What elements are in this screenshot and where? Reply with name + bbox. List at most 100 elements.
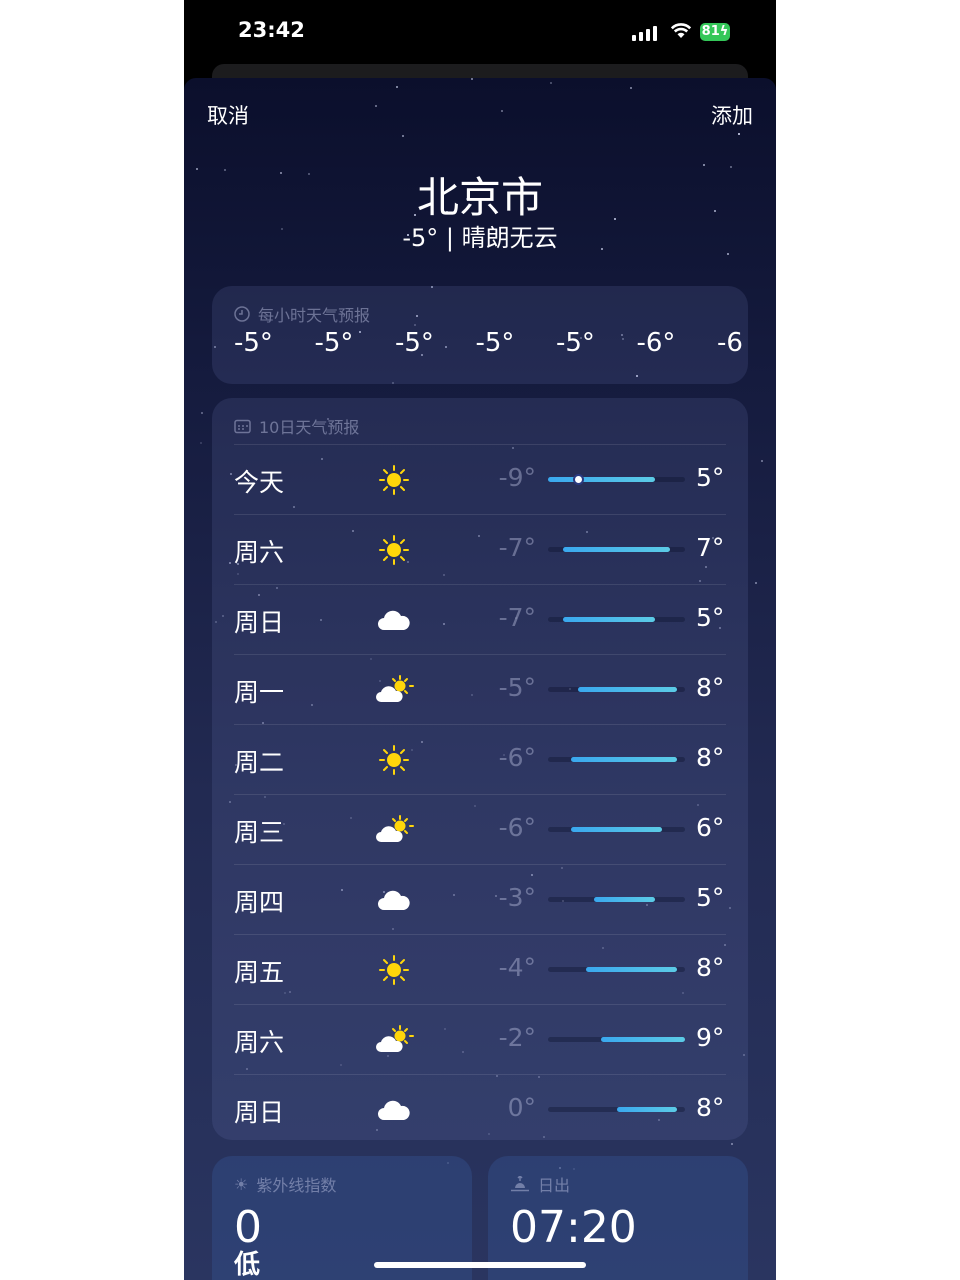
partly-cloudy-icon (374, 812, 414, 848)
star (406, 561, 409, 564)
forecast-row[interactable]: 今天 -9° 5° (234, 444, 726, 515)
star (374, 104, 377, 107)
hourly-forecast-card[interactable]: 每小时天气预报 -5° -5° -5° -5° -5° -6° -6 (212, 286, 748, 384)
wifi-icon (670, 23, 692, 38)
home-indicator[interactable] (374, 1262, 586, 1268)
low-temp: 0° (507, 1093, 536, 1122)
day-label: 周五 (234, 958, 285, 987)
forecast-row[interactable]: 周六 -2° 9° (234, 1004, 726, 1075)
sunrise-title-text: 日出 (538, 1176, 571, 1195)
forecast-row[interactable]: 周六 -7° 7° (234, 514, 726, 585)
high-temp: 8° (696, 1093, 725, 1122)
temp-range-fill (563, 617, 655, 622)
temp-range-fill (578, 687, 678, 692)
star (512, 447, 515, 450)
high-temp: 5° (696, 883, 725, 912)
partly-cloudy-icon (374, 672, 414, 708)
star (431, 286, 434, 289)
star (392, 381, 395, 384)
high-temp: 5° (696, 603, 725, 632)
cancel-button[interactable]: 取消 (207, 104, 249, 128)
temp-range-fill (586, 967, 678, 972)
temp-range-bar (548, 757, 685, 762)
star (237, 573, 240, 576)
ten-day-title: 10日天气预报 (234, 414, 359, 438)
star (495, 1074, 498, 1077)
star (702, 164, 705, 167)
star (585, 531, 588, 534)
uv-index-card[interactable]: ☀ 紫外线指数 0 低 (212, 1156, 472, 1280)
star (572, 1167, 575, 1170)
star (477, 535, 480, 538)
star (601, 947, 604, 950)
star (416, 314, 419, 317)
star (308, 172, 311, 175)
star (580, 336, 583, 339)
hourly-temp: -5° (314, 328, 354, 358)
star (387, 1055, 390, 1058)
partly-cloudy-icon (374, 1022, 414, 1058)
cloud-icon (374, 882, 414, 918)
sunrise-card[interactable]: 日出 07:20 (488, 1156, 748, 1280)
star (726, 253, 729, 256)
cloud-icon (374, 1092, 414, 1128)
low-temp: -3° (498, 883, 536, 912)
forecast-row[interactable]: 周三 -6° 6° (234, 794, 726, 865)
star (471, 694, 474, 697)
weather-sheet: 取消 添加 北京市 -5° | 晴朗无云 每小时天气预报 -5° -5° -5° -5… (184, 78, 776, 1280)
clock-icon (234, 306, 250, 322)
ten-day-forecast-card: 10日天气预报 今天 -9° 5° 周六 -7° 7° 周日 -7° 5° 周一 -5° 8° 周二 -6… (212, 398, 748, 1140)
battery-icon: 81ϟ (700, 23, 730, 41)
star (401, 134, 404, 137)
temp-range-fill (548, 477, 655, 482)
star (471, 78, 474, 81)
star (730, 165, 733, 168)
star (369, 658, 372, 661)
city-name: 北京市 (416, 173, 543, 222)
star (340, 1063, 343, 1066)
star (283, 822, 286, 825)
day-label: 周日 (234, 608, 285, 637)
star (351, 529, 354, 532)
star (228, 562, 231, 565)
star (257, 593, 260, 596)
uv-value: 0 (234, 1202, 262, 1253)
star (760, 459, 763, 462)
star (261, 721, 264, 724)
sunrise-icon (511, 1176, 529, 1192)
star (289, 991, 292, 994)
sun-icon (374, 532, 414, 568)
star (645, 903, 648, 906)
star (461, 1050, 464, 1053)
star (730, 1143, 733, 1146)
star (698, 579, 701, 582)
forecast-row[interactable]: 周四 -3° 5° (234, 864, 726, 935)
forecast-row[interactable]: 周五 -4° 8° (234, 934, 726, 1005)
star (341, 888, 344, 891)
forecast-row[interactable]: 周二 -6° 8° (234, 724, 726, 795)
star (264, 796, 267, 799)
add-button[interactable]: 添加 (711, 104, 753, 128)
star (487, 1133, 490, 1136)
star (200, 441, 203, 444)
star (245, 1068, 248, 1071)
temp-range-fill (601, 1037, 685, 1042)
star (283, 991, 286, 994)
star (630, 87, 633, 90)
star (558, 1166, 561, 1169)
forecast-row[interactable]: 周日 0° 8° (234, 1074, 726, 1140)
day-label: 周四 (234, 888, 285, 917)
star (537, 1076, 540, 1079)
star (229, 801, 232, 804)
battery-level: 81 (701, 24, 720, 39)
star (613, 217, 616, 220)
star (443, 573, 446, 576)
forecast-row[interactable]: 周一 -5° 8° (234, 654, 726, 725)
star (234, 764, 237, 767)
star (236, 563, 239, 566)
star (473, 805, 476, 808)
forecast-row[interactable]: 周日 -7° 5° (234, 584, 726, 655)
star (495, 895, 498, 898)
low-temp: -5° (498, 673, 536, 702)
day-label: 周日 (234, 1098, 285, 1127)
